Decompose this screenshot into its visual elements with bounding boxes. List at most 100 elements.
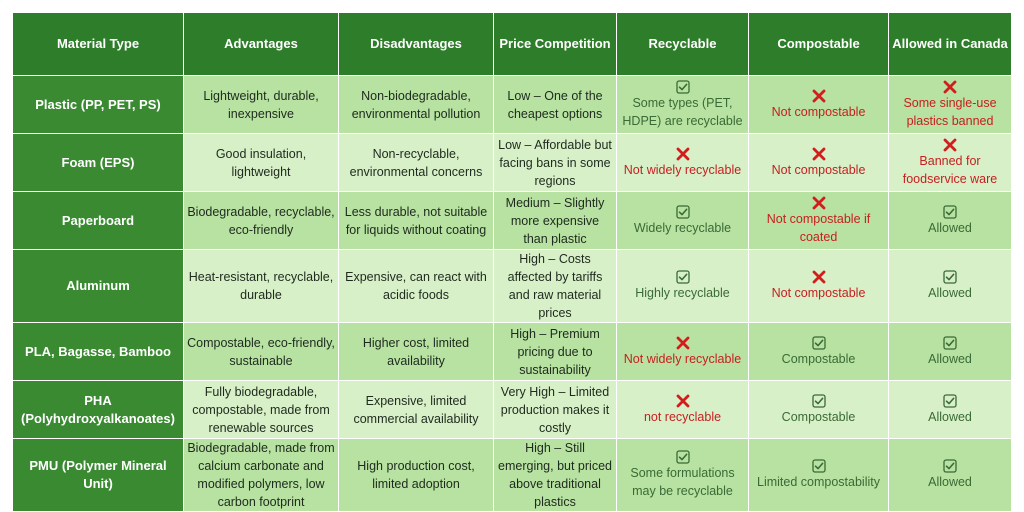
- allowed-in-canada-cell-text: Allowed: [928, 286, 972, 300]
- recyclable-cell: Some formulations may be recyclable: [616, 438, 749, 512]
- material-type-cell: PHA (Polyhydroxyalkanoates): [12, 380, 184, 439]
- check-icon: [943, 270, 957, 284]
- check-icon: [675, 204, 690, 219]
- price-competition-cell: High – Still emerging, but priced above …: [493, 438, 617, 512]
- material-type-cell: Foam (EPS): [12, 133, 184, 192]
- cross-icon: [676, 147, 689, 160]
- cross-icon: [943, 138, 957, 151]
- table-row: PHA (Polyhydroxyalkanoates) Fully biodegr…: [12, 380, 1012, 439]
- recyclable-cell-text: Some formulations may be recyclable: [630, 466, 735, 498]
- price-competition-cell: High – Costs affected by tariffs and raw…: [493, 249, 617, 323]
- material-type-cell: PMU (Polymer Mineral Unit): [12, 438, 184, 512]
- header-compostable: Compostable: [748, 12, 889, 76]
- material-type-cell: PLA, Bagasse, Bamboo: [12, 322, 184, 381]
- recyclable-cell-text: Highly recyclable: [635, 286, 730, 300]
- advantages-cell: Heat-resistant, recyclable, durable: [183, 249, 339, 323]
- compostable-cell: Compostable: [748, 380, 889, 439]
- compostable-cell: Limited compostability: [748, 438, 889, 512]
- disadvantages-cell: Expensive, limited commercial availabili…: [338, 380, 494, 439]
- cross-icon: [676, 394, 689, 407]
- compostable-cell: Not compostable: [748, 133, 889, 192]
- check-icon: [675, 450, 690, 464]
- price-competition-cell: Very High – Limited production makes it …: [493, 380, 617, 439]
- allowed-in-canada-cell-text: Banned for foodservice ware: [902, 153, 998, 186]
- check-icon: [811, 393, 826, 408]
- material-type-cell: Paperboard: [12, 191, 184, 250]
- allowed-in-canada-cell: Some single-use plastics banned: [888, 75, 1012, 134]
- table-row: PLA, Bagasse, Bamboo Compostable, eco-fri…: [12, 322, 1012, 381]
- allowed-in-canada-cell: Allowed: [888, 322, 1012, 381]
- header-material-type: Material Type: [12, 12, 184, 76]
- advantages-cell: Fully biodegradable, compostable, made f…: [183, 380, 339, 439]
- allowed-in-canada-cell-text: Allowed: [928, 220, 972, 235]
- recyclable-cell-text: Not widely recyclable: [623, 162, 742, 177]
- compostable-cell: Compostable: [748, 322, 889, 381]
- check-icon: [943, 335, 957, 350]
- material-type-cell: Aluminum: [12, 249, 184, 323]
- check-icon: [943, 204, 957, 219]
- check-icon: [675, 79, 690, 94]
- disadvantages-cell: Non-biodegradable, environmental polluti…: [338, 75, 494, 134]
- advantages-cell: Biodegradable, recyclable, eco-friendly: [183, 191, 339, 250]
- recyclable-cell: Some types (PET, HDPE) are recyclable: [616, 75, 749, 134]
- table-row: Paperboard Biodegradable, recyclable, eco…: [12, 191, 1012, 250]
- advantages-cell: Compostable, eco-friendly, sustainable: [183, 322, 339, 381]
- allowed-in-canada-cell: Allowed: [888, 249, 1012, 323]
- cross-icon: [812, 270, 825, 284]
- table-row: Foam (EPS) Good insulation, lightweight No…: [12, 133, 1012, 192]
- cross-icon: [812, 147, 825, 160]
- check-icon: [675, 270, 690, 284]
- allowed-in-canada-cell-text: Some single-use plastics banned: [903, 95, 997, 128]
- header-price-competition: Price Competition: [493, 12, 617, 76]
- material-type-cell: Plastic (PP, PET, PS): [12, 75, 184, 134]
- disadvantages-cell: High production cost, limited adoption: [338, 438, 494, 512]
- allowed-in-canada-cell-text: Allowed: [928, 475, 972, 489]
- recyclable-cell-text: Some types (PET, HDPE) are recyclable: [622, 95, 743, 128]
- table-row: Plastic (PP, PET, PS) Lightweight, durabl…: [12, 75, 1012, 134]
- advantages-cell: Good insulation, lightweight: [183, 133, 339, 192]
- advantages-cell: Lightweight, durable, inexpensive: [183, 75, 339, 134]
- allowed-in-canada-cell-text: Allowed: [928, 351, 972, 366]
- price-competition-cell: High – Premium pricing due to sustainabi…: [493, 322, 617, 381]
- disadvantages-cell: Less durable, not suitable for liquids w…: [338, 191, 494, 250]
- check-icon: [811, 335, 826, 350]
- recyclable-cell: not recyclable: [616, 380, 749, 439]
- advantages-cell: Biodegradable, made from calcium carbona…: [183, 438, 339, 512]
- allowed-in-canada-cell: Banned for foodservice ware: [888, 133, 1012, 192]
- allowed-in-canada-cell: Allowed: [888, 438, 1012, 512]
- check-icon: [943, 393, 957, 408]
- recyclable-cell-text: Widely recyclable: [633, 220, 732, 235]
- check-icon: [811, 459, 826, 473]
- cross-icon: [812, 89, 825, 102]
- recyclable-cell: Not widely recyclable: [616, 133, 749, 192]
- header-disadvantages: Disadvantages: [338, 12, 494, 76]
- disadvantages-cell: Higher cost, limited availability: [338, 322, 494, 381]
- allowed-in-canada-cell: Allowed: [888, 380, 1012, 439]
- compostable-cell-text: Not compostable if coated: [766, 211, 871, 244]
- check-icon: [943, 459, 957, 473]
- header-row: Material Type Advantages Disadvantages P…: [12, 12, 1012, 76]
- compostable-cell-text: Compostable: [781, 351, 856, 366]
- compostable-cell-text: Not compostable: [771, 286, 866, 300]
- table-body: Plastic (PP, PET, PS) Lightweight, durabl…: [12, 75, 1012, 512]
- compostable-cell-text: Not compostable: [771, 104, 866, 119]
- price-competition-cell: Low – One of the cheapest options: [493, 75, 617, 134]
- compostable-cell-text: Compostable: [781, 409, 856, 424]
- recyclable-cell: Widely recyclable: [616, 191, 749, 250]
- disadvantages-cell: Expensive, can react with acidic foods: [338, 249, 494, 323]
- cross-icon: [676, 336, 689, 349]
- compostable-cell: Not compostable: [748, 249, 889, 323]
- recyclable-cell: Highly recyclable: [616, 249, 749, 323]
- header-recyclable: Recyclable: [616, 12, 749, 76]
- compostable-cell-text: Not compostable: [771, 162, 866, 177]
- allowed-in-canada-cell: Allowed: [888, 191, 1012, 250]
- cross-icon: [943, 80, 957, 93]
- table-row: Aluminum Heat-resistant, recyclable, dura…: [12, 249, 1012, 323]
- table-row: PMU (Polymer Mineral Unit) Biodegradable,…: [12, 438, 1012, 512]
- recyclable-cell-text: not recyclable: [643, 409, 722, 424]
- header-advantages: Advantages: [183, 12, 339, 76]
- compostable-cell: Not compostable: [748, 75, 889, 134]
- cross-icon: [812, 196, 825, 209]
- recyclable-cell: Not widely recyclable: [616, 322, 749, 381]
- compostable-cell-text: Limited compostability: [757, 475, 880, 489]
